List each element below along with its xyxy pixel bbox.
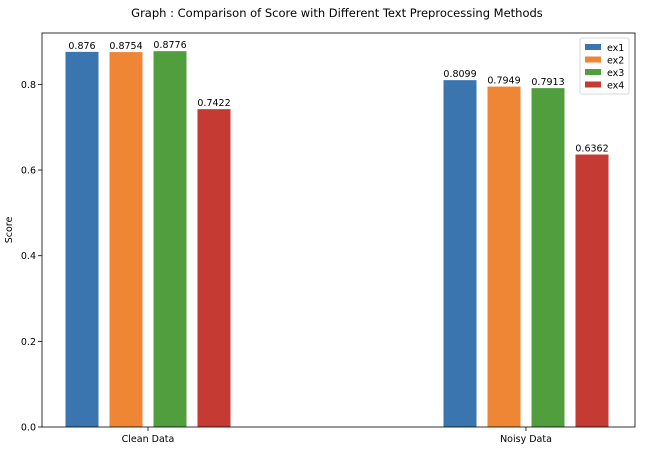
plot-frame	[41, 32, 636, 428]
data-label: 0.8776	[153, 40, 186, 51]
data-label: 0.8099	[443, 69, 476, 80]
bar-ex4-1	[575, 154, 609, 427]
data-label: 0.7949	[487, 76, 520, 87]
legend-label-ex1: ex1	[607, 43, 624, 54]
x-tick-label: Noisy Data	[500, 434, 552, 445]
legend-swatch-ex2	[585, 56, 601, 63]
legend-label-ex2: ex2	[607, 56, 624, 67]
data-label: 0.876	[68, 41, 95, 52]
legend-swatch-ex4	[585, 81, 601, 88]
data-label: 0.7422	[197, 98, 230, 109]
y-tick-label: 0.8	[21, 80, 36, 91]
bar-ex1-1	[443, 80, 477, 427]
bar-ex2-0	[109, 52, 143, 427]
x-tick-label: Clean Data	[122, 434, 175, 445]
legend-label-ex4: ex4	[607, 81, 624, 92]
bar-ex4-0	[197, 109, 231, 428]
data-label: 0.7913	[531, 77, 564, 88]
y-tick-label: 0.6	[21, 166, 36, 177]
bar-ex3-0	[153, 51, 187, 427]
chart-title: Graph : Comparison of Score with Differe…	[131, 6, 543, 20]
y-tick-label: 0.2	[21, 337, 36, 348]
y-tick-label: 0.0	[21, 423, 36, 434]
data-label: 0.8754	[109, 41, 142, 52]
bar-ex2-1	[487, 86, 521, 427]
bar-ex1-0	[65, 51, 99, 428]
bar-ex3-1	[531, 88, 565, 427]
legend-swatch-ex3	[585, 69, 601, 75]
y-axis-label: Score	[4, 217, 15, 244]
legend-box	[579, 37, 630, 95]
legend-swatch-ex1	[585, 44, 601, 50]
data-label: 0.6362	[575, 144, 608, 155]
legend-label-ex3: ex3	[607, 68, 624, 79]
y-tick-label: 0.4	[21, 251, 36, 262]
